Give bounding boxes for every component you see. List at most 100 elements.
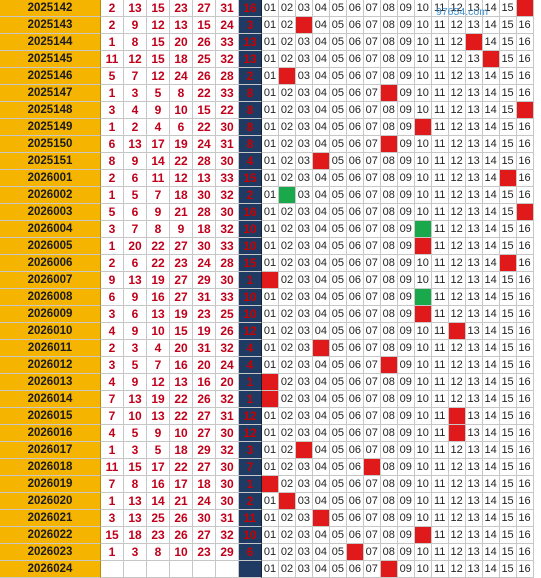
hit-marker — [380, 561, 398, 578]
trend-cell: 11 — [431, 0, 449, 17]
trend-cell: 05 — [329, 34, 347, 51]
trend-cell: 12 — [448, 102, 466, 119]
issue-number: 2026022 — [0, 527, 101, 544]
issue-number: 2026014 — [0, 391, 101, 408]
trend-cell: 07 — [363, 204, 381, 221]
trend-cell: 06 — [346, 119, 364, 136]
trend-cell: 14 — [482, 408, 500, 425]
trend-cell: 08 — [380, 68, 398, 85]
red-ball-number: 6 — [124, 255, 147, 272]
blue-ball-number: 10 — [239, 289, 262, 306]
trend-cell: 15 — [499, 187, 517, 204]
trend-cell: 10 — [414, 476, 432, 493]
blue-ball-number: 13 — [239, 34, 262, 51]
trend-cell: 02 — [278, 340, 296, 357]
red-ball-number: 4 — [101, 425, 124, 442]
red-ball-number: 6 — [124, 204, 147, 221]
trend-cell: 10 — [414, 34, 432, 51]
red-ball-number — [193, 561, 216, 578]
issue-number: 2025147 — [0, 85, 101, 102]
trend-cell: 05 — [329, 408, 347, 425]
trend-cell: 03 — [295, 374, 313, 391]
trend-cell: 06 — [346, 289, 364, 306]
hit-marker — [448, 425, 466, 442]
trend-cell: 16 — [516, 255, 534, 272]
trend-cell: 04 — [312, 289, 330, 306]
blue-ball-number: 1 — [239, 272, 262, 289]
red-ball-number: 27 — [193, 459, 216, 476]
trend-cell: 11 — [431, 289, 449, 306]
issue-number: 2026020 — [0, 493, 101, 510]
issue-number: 2025151 — [0, 153, 101, 170]
blue-ball-number: 6 — [239, 544, 262, 561]
trend-cell: 07 — [363, 17, 381, 34]
red-ball-number: 10 — [147, 323, 170, 340]
trend-cell: 15 — [499, 221, 517, 238]
red-ball-number: 7 — [101, 408, 124, 425]
red-ball-number: 3 — [101, 510, 124, 527]
trend-cell: 09 — [397, 85, 415, 102]
trend-cell: 13 — [465, 272, 483, 289]
trend-cell: 05 — [329, 340, 347, 357]
red-ball-number: 9 — [124, 374, 147, 391]
trend-cell: 10 — [414, 272, 432, 289]
trend-cell: 04 — [312, 323, 330, 340]
trend-cell: 13 — [465, 221, 483, 238]
trend-cell: 06 — [346, 510, 364, 527]
trend-cell: 03 — [295, 68, 313, 85]
trend-cell: 10 — [414, 510, 432, 527]
trend-cell: 13 — [465, 561, 483, 578]
red-ball-number: 15 — [147, 34, 170, 51]
trend-cell: 05 — [329, 510, 347, 527]
blue-ball-number: 4 — [239, 357, 262, 374]
trend-cell: 15 — [499, 68, 517, 85]
trend-cell: 04 — [312, 187, 330, 204]
trend-cell: 10 — [414, 17, 432, 34]
trend-cell: 16 — [516, 493, 534, 510]
trend-cell: 02 — [278, 442, 296, 459]
trend-cell: 09 — [397, 527, 415, 544]
hit-marker — [414, 221, 432, 238]
red-ball-number: 33 — [216, 238, 239, 255]
trend-cell: 01 — [262, 340, 279, 357]
trend-cell: 04 — [312, 493, 330, 510]
red-ball-number: 32 — [216, 527, 239, 544]
trend-cell: 15 — [499, 323, 517, 340]
hit-marker — [414, 527, 432, 544]
red-ball-number: 30 — [216, 459, 239, 476]
trend-cell: 01 — [262, 136, 279, 153]
blue-ball-number: 8 — [239, 102, 262, 119]
trend-cell: 07 — [363, 323, 381, 340]
red-ball-number: 31 — [216, 0, 239, 17]
trend-cell: 15 — [499, 340, 517, 357]
trend-cell: 01 — [262, 170, 279, 187]
red-ball-number: 30 — [216, 204, 239, 221]
trend-cell: 11 — [431, 255, 449, 272]
red-ball-number: 27 — [170, 272, 193, 289]
trend-cell: 10 — [414, 170, 432, 187]
trend-cell: 13 — [465, 238, 483, 255]
red-ball-number: 12 — [124, 51, 147, 68]
trend-cell: 07 — [363, 527, 381, 544]
trend-cell: 14 — [482, 187, 500, 204]
trend-cell: 11 — [431, 119, 449, 136]
trend-cell: 02 — [278, 459, 296, 476]
trend-cell: 02 — [278, 255, 296, 272]
trend-cell: 04 — [312, 68, 330, 85]
blue-ball-number: 16 — [239, 204, 262, 221]
trend-cell: 12 — [448, 204, 466, 221]
trend-cell: 09 — [397, 187, 415, 204]
trend-cell: 14 — [482, 34, 500, 51]
trend-cell: 07 — [363, 306, 381, 323]
red-ball-number: 27 — [193, 527, 216, 544]
trend-cell: 10 — [414, 204, 432, 221]
trend-cell: 13 — [465, 255, 483, 272]
trend-cell: 12 — [448, 34, 466, 51]
trend-cell: 12 — [448, 17, 466, 34]
red-ball-number: 20 — [193, 357, 216, 374]
trend-cell: 13 — [465, 391, 483, 408]
red-ball-number: 2 — [101, 17, 124, 34]
trend-cell: 02 — [278, 374, 296, 391]
trend-cell: 15 — [499, 357, 517, 374]
trend-cell: 06 — [346, 34, 364, 51]
